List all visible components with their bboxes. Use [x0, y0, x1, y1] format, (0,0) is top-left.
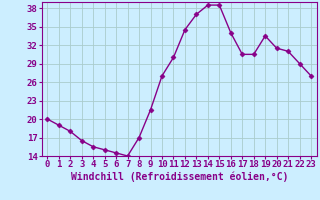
- X-axis label: Windchill (Refroidissement éolien,°C): Windchill (Refroidissement éolien,°C): [70, 172, 288, 182]
